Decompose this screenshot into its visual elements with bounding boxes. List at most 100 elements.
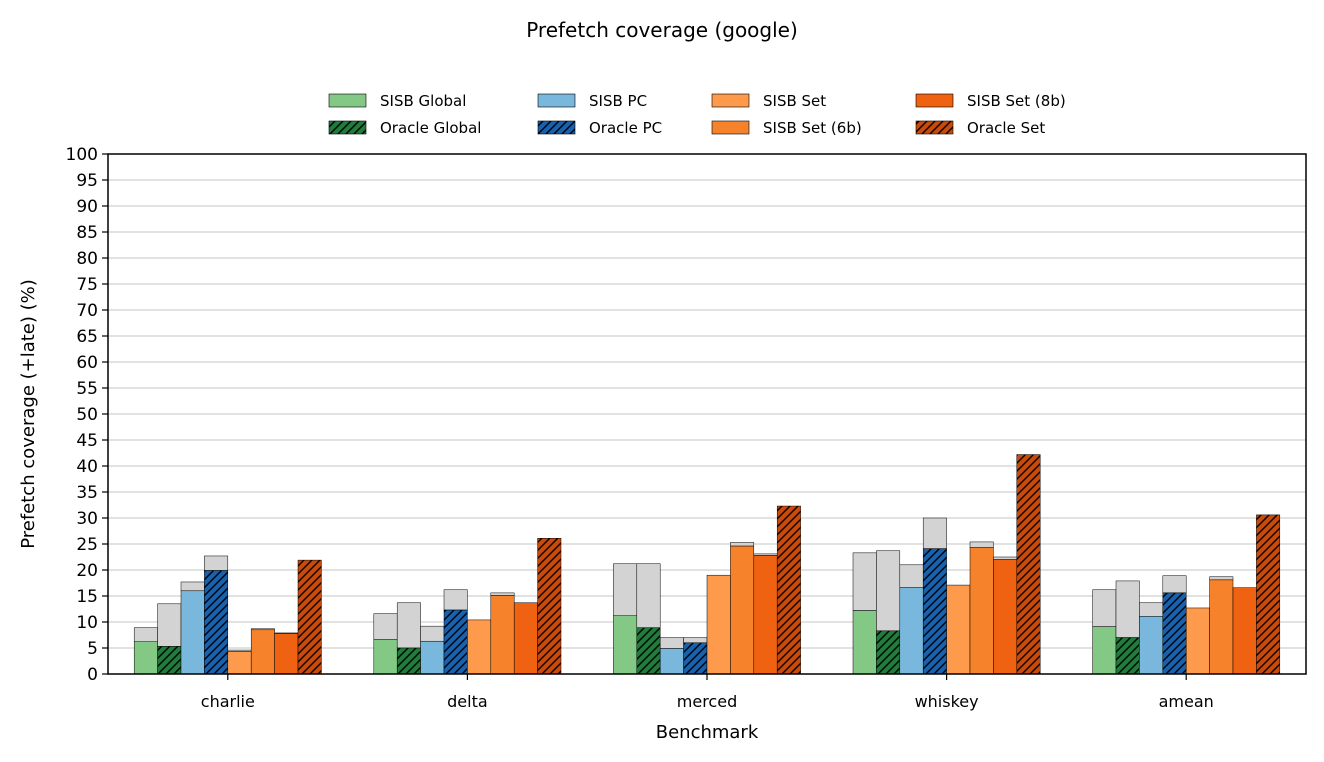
- bar: [490, 595, 515, 675]
- bar-hatch: [537, 538, 561, 674]
- legend-swatch-hatch: [538, 121, 575, 134]
- y-tick-label: 50: [76, 405, 98, 425]
- bar: [993, 559, 1018, 675]
- legend-label: SISB PC: [589, 92, 647, 110]
- bar: [133, 641, 158, 675]
- bar-hatch: [923, 548, 947, 674]
- bar: [899, 587, 924, 675]
- x-tick-label: charlie: [201, 692, 255, 711]
- bar: [969, 547, 994, 675]
- legend-swatch-hatch: [916, 121, 953, 134]
- late-bar: [659, 637, 684, 649]
- late-bar: [443, 589, 468, 611]
- late-bar: [993, 556, 1018, 560]
- late-bar: [396, 602, 421, 649]
- legend-label: SISB Set: [763, 92, 826, 110]
- bar: [513, 602, 538, 675]
- bar: [1209, 579, 1234, 675]
- bar-hatch: [397, 648, 421, 674]
- y-tick-label: 70: [76, 301, 98, 321]
- late-bar: [1115, 580, 1140, 638]
- bar-hatch: [1162, 592, 1187, 674]
- bar: [1139, 616, 1164, 675]
- bar: [467, 619, 492, 675]
- bar: [180, 590, 205, 675]
- late-bar: [373, 613, 398, 640]
- bar: [852, 610, 877, 675]
- bar: [274, 633, 299, 675]
- y-tick-label: 55: [76, 379, 98, 399]
- legend-swatch: [915, 93, 954, 108]
- x-tick-label: whiskey: [915, 692, 979, 711]
- y-tick-label: 60: [76, 353, 98, 373]
- legend-swatch: [711, 120, 750, 135]
- bar-hatch: [1116, 637, 1140, 674]
- legend: SISB Global Oracle Global SISB PC Oracle PC…: [328, 92, 1066, 137]
- late-bar: [1162, 575, 1187, 594]
- legend-label: SISB Global: [380, 92, 466, 110]
- y-axis: 0 5 10 15 20 25 30 35 40 45 50 55 60 65 70 75 80 85 90 95 10…: [66, 145, 108, 685]
- legend-label: Oracle Set: [967, 119, 1045, 137]
- bar-hatch: [636, 627, 661, 674]
- x-tick-label: merced: [677, 692, 737, 711]
- late-bar: [730, 542, 755, 547]
- y-tick-label: 35: [76, 483, 98, 503]
- legend-label: SISB Set (6b): [763, 119, 862, 137]
- late-bar: [899, 564, 924, 588]
- bar-hatch: [444, 610, 468, 674]
- legend-swatch: [328, 93, 367, 108]
- late-bar: [204, 555, 229, 571]
- y-tick-label: 40: [76, 457, 98, 477]
- x-tick-label: amean: [1159, 692, 1214, 711]
- late-bar: [636, 563, 661, 628]
- bar: [659, 648, 684, 675]
- bar-hatch: [298, 560, 322, 674]
- late-bar: [852, 552, 877, 611]
- late-bar: [420, 625, 445, 642]
- y-tick-label: 15: [76, 587, 98, 607]
- bar: [613, 615, 638, 675]
- late-bar: [490, 592, 515, 596]
- late-bar: [1139, 602, 1164, 617]
- late-bar: [613, 563, 638, 617]
- y-axis-label: Prefetch coverage (+late) (%): [18, 279, 39, 549]
- x-axis-label: Benchmark: [656, 722, 759, 743]
- late-bar: [1092, 589, 1117, 627]
- y-tick-label: 90: [76, 197, 98, 217]
- bar: [250, 629, 275, 675]
- y-tick-label: 5: [87, 639, 98, 659]
- late-bar: [1209, 576, 1234, 581]
- legend-label: SISB Set (8b): [967, 92, 1066, 110]
- chart-title: Prefetch coverage (google): [526, 18, 798, 42]
- bar-hatch: [777, 506, 801, 674]
- y-tick-label: 25: [76, 535, 98, 555]
- bar-hatch: [683, 642, 707, 674]
- late-bar: [180, 581, 205, 592]
- y-tick-label: 30: [76, 509, 98, 529]
- y-tick-label: 95: [76, 171, 98, 191]
- bar-hatch: [1256, 514, 1280, 674]
- y-tick-label: 65: [76, 327, 98, 347]
- legend-label: Oracle PC: [589, 119, 662, 137]
- y-tick-label: 75: [76, 275, 98, 295]
- late-bar: [157, 603, 182, 647]
- late-bar: [133, 627, 158, 643]
- late-bar: [922, 517, 947, 549]
- y-tick-label: 10: [76, 613, 98, 633]
- bar: [373, 639, 398, 675]
- y-tick-label: 0: [87, 665, 98, 685]
- bar: [227, 651, 252, 675]
- x-tick-label: delta: [447, 692, 488, 711]
- bar-hatch: [1016, 454, 1041, 674]
- bars: [133, 454, 1281, 675]
- bar: [420, 640, 445, 675]
- x-axis: charlie delta merced whiskey amean: [201, 674, 1214, 711]
- legend-swatch: [711, 93, 750, 108]
- y-tick-label: 45: [76, 431, 98, 451]
- bar: [946, 584, 971, 675]
- bar: [1232, 587, 1257, 675]
- bar: [753, 555, 778, 675]
- bar: [706, 574, 731, 675]
- legend-swatch: [537, 93, 576, 108]
